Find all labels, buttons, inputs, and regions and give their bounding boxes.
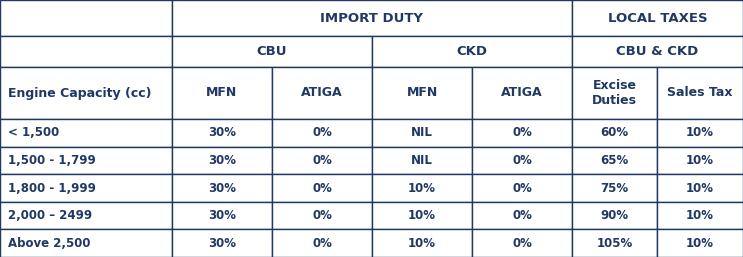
- Text: Sales Tax: Sales Tax: [667, 87, 733, 99]
- Text: Above 2,500: Above 2,500: [8, 237, 91, 250]
- Text: MFN: MFN: [207, 87, 238, 99]
- Bar: [272, 119, 372, 146]
- Text: 30%: 30%: [208, 126, 236, 139]
- Bar: [0, 67, 172, 119]
- Bar: [172, 67, 272, 119]
- Bar: [272, 174, 372, 202]
- Text: MFN: MFN: [406, 87, 438, 99]
- Bar: [657, 230, 743, 257]
- Text: 0%: 0%: [512, 237, 532, 250]
- Text: NIL: NIL: [411, 126, 433, 139]
- Text: 0%: 0%: [312, 126, 332, 139]
- Bar: [272, 67, 372, 119]
- Text: 0%: 0%: [512, 126, 532, 139]
- Text: NIL: NIL: [411, 154, 433, 167]
- Bar: [372, 36, 572, 67]
- Text: < 1,500: < 1,500: [8, 126, 59, 139]
- Bar: [172, 174, 272, 202]
- Text: 30%: 30%: [208, 237, 236, 250]
- Text: 1,500 - 1,799: 1,500 - 1,799: [8, 154, 96, 167]
- Text: 65%: 65%: [600, 154, 629, 167]
- Bar: [472, 202, 572, 230]
- Text: 10%: 10%: [686, 237, 714, 250]
- Text: 90%: 90%: [600, 209, 629, 222]
- Bar: [172, 0, 572, 36]
- Bar: [0, 202, 172, 230]
- Text: 60%: 60%: [600, 126, 629, 139]
- Text: 10%: 10%: [686, 126, 714, 139]
- Text: Engine Capacity (cc): Engine Capacity (cc): [8, 87, 152, 99]
- Bar: [472, 230, 572, 257]
- Text: 1,800 - 1,999: 1,800 - 1,999: [8, 181, 96, 195]
- Text: 10%: 10%: [408, 237, 436, 250]
- Text: 105%: 105%: [597, 237, 632, 250]
- Bar: [472, 146, 572, 174]
- Text: 30%: 30%: [208, 181, 236, 195]
- Bar: [372, 146, 472, 174]
- Text: 0%: 0%: [312, 237, 332, 250]
- Bar: [657, 67, 743, 119]
- Text: 30%: 30%: [208, 209, 236, 222]
- Bar: [172, 146, 272, 174]
- Bar: [0, 230, 172, 257]
- Bar: [657, 119, 743, 146]
- Text: 10%: 10%: [686, 154, 714, 167]
- Bar: [572, 119, 657, 146]
- Text: ATIGA: ATIGA: [301, 87, 343, 99]
- Text: 10%: 10%: [686, 181, 714, 195]
- Text: Excise
Duties: Excise Duties: [592, 79, 637, 107]
- Bar: [572, 230, 657, 257]
- Text: 0%: 0%: [512, 181, 532, 195]
- Text: 0%: 0%: [312, 209, 332, 222]
- Bar: [472, 119, 572, 146]
- Bar: [372, 119, 472, 146]
- Text: 30%: 30%: [208, 154, 236, 167]
- Text: 10%: 10%: [686, 209, 714, 222]
- Text: 0%: 0%: [512, 209, 532, 222]
- Bar: [0, 119, 172, 146]
- Bar: [572, 146, 657, 174]
- Text: IMPORT DUTY: IMPORT DUTY: [320, 12, 424, 24]
- Text: 10%: 10%: [408, 209, 436, 222]
- Text: 2,000 – 2499: 2,000 – 2499: [8, 209, 92, 222]
- Bar: [172, 202, 272, 230]
- Bar: [372, 202, 472, 230]
- Text: CBU & CKD: CBU & CKD: [617, 45, 698, 58]
- Bar: [0, 146, 172, 174]
- Bar: [572, 174, 657, 202]
- Bar: [372, 174, 472, 202]
- Text: CKD: CKD: [456, 45, 487, 58]
- Bar: [657, 202, 743, 230]
- Bar: [0, 36, 172, 67]
- Bar: [657, 174, 743, 202]
- Bar: [572, 202, 657, 230]
- Bar: [472, 67, 572, 119]
- Bar: [657, 146, 743, 174]
- Bar: [172, 36, 372, 67]
- Text: CBU: CBU: [257, 45, 288, 58]
- Bar: [372, 230, 472, 257]
- Text: 10%: 10%: [408, 181, 436, 195]
- Text: ATIGA: ATIGA: [502, 87, 543, 99]
- Bar: [172, 230, 272, 257]
- Bar: [572, 36, 743, 67]
- Bar: [172, 119, 272, 146]
- Bar: [0, 0, 172, 36]
- Bar: [272, 230, 372, 257]
- Text: 75%: 75%: [600, 181, 629, 195]
- Text: LOCAL TAXES: LOCAL TAXES: [608, 12, 707, 24]
- Bar: [572, 67, 657, 119]
- Bar: [572, 0, 743, 36]
- Bar: [272, 146, 372, 174]
- Text: 0%: 0%: [512, 154, 532, 167]
- Text: 0%: 0%: [312, 181, 332, 195]
- Bar: [0, 174, 172, 202]
- Bar: [272, 202, 372, 230]
- Bar: [472, 174, 572, 202]
- Text: 0%: 0%: [312, 154, 332, 167]
- Bar: [372, 67, 472, 119]
